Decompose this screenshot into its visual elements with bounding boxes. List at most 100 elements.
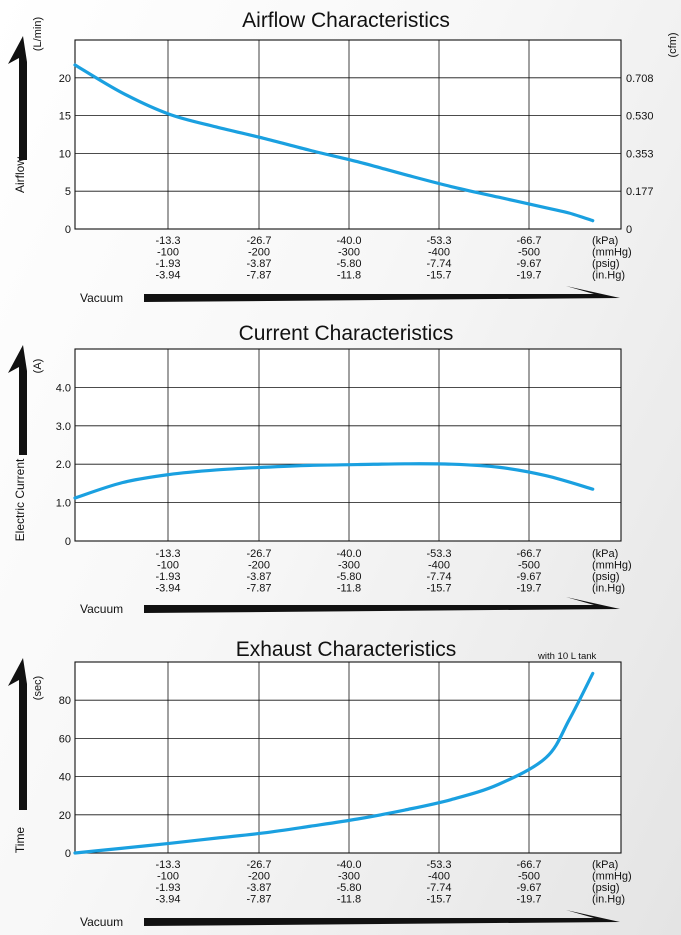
x-tick-label: -7.87 [246,894,271,906]
x-tick-label: -500 [518,247,540,259]
x-tick-label: -200 [248,560,270,572]
y2-tick-label: 0 [626,224,632,236]
y-tick-label: 2.0 [56,459,71,471]
x-tick-label: -7.74 [426,258,451,270]
plot-area [74,348,622,542]
x-tick-label: -400 [428,871,450,883]
y-tick-label: 0 [65,536,71,548]
x-tick-label: -7.87 [246,583,271,595]
y-tick-label: 5 [65,186,71,198]
x-tick-label: -500 [518,871,540,883]
x-tick-label: -400 [428,560,450,572]
x-tick-label: -300 [338,247,360,259]
x-tick-label: -5.80 [336,258,361,270]
x-tick-label: -15.7 [426,270,451,282]
x-tick-label: -1.93 [155,258,180,270]
x-tick-label: -7.74 [426,571,451,583]
x-tick-label: -19.7 [516,894,541,906]
x-tick-label: -300 [338,560,360,572]
x-unit-label: (kPa) [592,859,618,871]
x-tick-label: -200 [248,871,270,883]
vacuum-label: Vacuum [80,602,123,616]
x-tick-label: -15.7 [426,583,451,595]
vacuum-label: Vacuum [80,915,123,929]
x-tick-label: -40.0 [336,859,361,871]
x-tick-label: -19.7 [516,270,541,282]
x-tick-label: -100 [157,871,179,883]
x-tick-label: -3.87 [246,258,271,270]
x-tick-label: -26.7 [246,859,271,871]
x-tick-label: -19.7 [516,583,541,595]
y-axis-label: Electric Current [13,458,27,541]
chart-2: Current Characteristics 0 1.0 2.0 3.0 4.0 -13.… [8,322,632,616]
x-unit-label: (in.Hg) [592,894,625,906]
x-unit-label: (in.Hg) [592,583,625,595]
y-tick-label: 0 [65,848,71,860]
x-tick-label: -66.7 [516,548,541,560]
plot-area [74,39,622,230]
x-tick-label: -100 [157,560,179,572]
x-unit-label: (kPa) [592,548,618,560]
y2-tick-label: 0.530 [626,111,654,123]
series-line [73,671,595,855]
x-tick-label: -11.8 [337,583,361,595]
vertical-arrow [8,658,27,810]
x-tick-label: -1.93 [155,882,180,894]
y-tick-label: 10 [59,148,71,160]
chart-subtitle: with 10 L tank [537,651,597,662]
x-tick-label: -3.94 [155,270,180,282]
y-unit-label: (A) [32,359,44,374]
y-tick-label: 0 [65,224,71,236]
x-tick-label: -400 [428,247,450,259]
x-tick-label: -5.80 [336,571,361,583]
x-tick-label: -13.3 [155,548,180,560]
chart-title: Airflow Characteristics [242,9,450,32]
x-unit-label: (mmHg) [592,560,632,572]
y2-tick-label: 0.353 [626,148,654,160]
x-tick-label: -3.94 [155,894,180,906]
x-tick-label: -100 [157,247,179,259]
x-tick-label: -13.3 [155,859,180,871]
y-tick-label: 3.0 [56,421,71,433]
vacuum-arrow [144,910,620,926]
y-tick-label: 40 [59,772,71,784]
x-tick-label: -300 [338,871,360,883]
y-tick-label: 60 [59,733,71,745]
x-unit-label: (mmHg) [592,247,632,259]
chart-1: Airflow Characteristics 0 0 5 0.177 10 0.353 15… [8,9,679,305]
vacuum-arrow [144,286,620,302]
y-axis-label: Airflow [13,157,27,193]
x-unit-label: (psig) [592,571,620,583]
y-axis-label: Time [13,827,27,854]
x-tick-label: -5.80 [336,882,361,894]
y-tick-label: 20 [59,73,71,85]
x-tick-label: -15.7 [426,894,451,906]
x-tick-label: -26.7 [246,548,271,560]
x-tick-label: -13.3 [155,235,180,247]
chart-3: Exhaust Characteristics with 10 L tank 0 20… [8,638,632,929]
x-tick-label: -40.0 [336,548,361,560]
x-tick-label: -7.87 [246,270,271,282]
y-tick-label: 20 [59,810,71,822]
x-tick-label: -9.67 [516,571,541,583]
x-tick-label: -66.7 [516,235,541,247]
y2-unit-label: (cfm) [667,32,679,57]
y-tick-label: 1.0 [56,498,71,510]
x-tick-label: -40.0 [336,235,361,247]
x-tick-label: -3.87 [246,882,271,894]
y-tick-label: 15 [59,111,71,123]
x-tick-label: -26.7 [246,235,271,247]
vertical-arrow [8,36,27,160]
x-tick-label: -200 [248,247,270,259]
vertical-arrow [8,345,27,455]
vacuum-arrow [144,597,620,613]
y-tick-label: 80 [59,695,71,707]
x-tick-label: -53.3 [426,235,451,247]
x-tick-label: -9.67 [516,882,541,894]
x-tick-label: -3.94 [155,583,180,595]
x-unit-label: (in.Hg) [592,270,625,282]
x-tick-label: -11.8 [337,894,361,906]
y-unit-label: (sec) [32,676,44,700]
y-tick-label: 4.0 [56,382,71,394]
